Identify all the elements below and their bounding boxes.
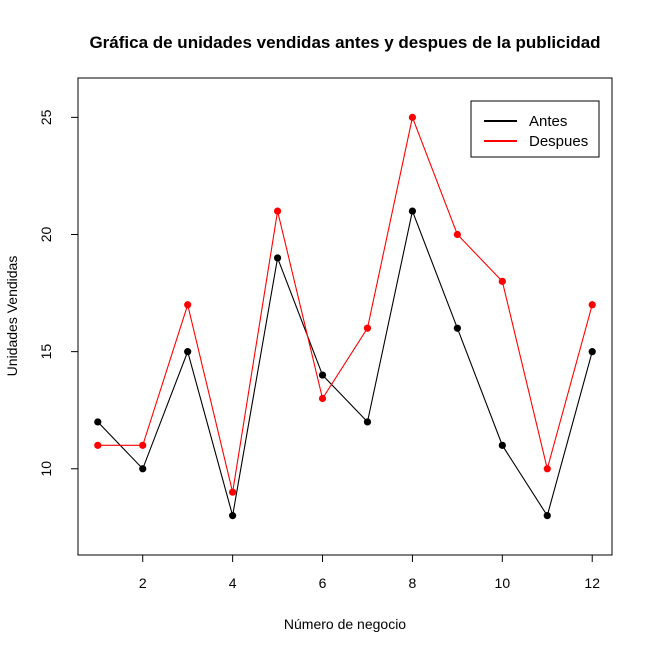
data-point xyxy=(139,441,147,449)
series-antes xyxy=(94,207,596,520)
y-axis: 10 15 20 25 xyxy=(38,109,78,477)
data-point xyxy=(184,348,192,356)
plot-frame xyxy=(77,77,613,556)
x-tick-label: 12 xyxy=(584,575,600,591)
data-point xyxy=(588,348,596,356)
legend-label: Antes xyxy=(529,113,567,130)
data-point xyxy=(94,418,102,426)
series-despues xyxy=(94,113,596,496)
data-point xyxy=(94,441,102,449)
x-tick-label: 6 xyxy=(319,575,327,591)
data-point xyxy=(453,230,461,239)
data-point xyxy=(229,488,237,496)
y-tick-label: 20 xyxy=(38,227,54,243)
data-point xyxy=(498,277,506,285)
data-point xyxy=(318,371,327,379)
y-tick-label: 25 xyxy=(38,109,54,125)
series-line xyxy=(97,115,593,493)
x-tick-label: 4 xyxy=(229,575,237,591)
data-point xyxy=(363,324,372,332)
y-tick-label: 10 xyxy=(38,461,54,477)
data-point xyxy=(543,512,551,520)
data-point xyxy=(453,324,461,332)
chart-title: Gráfica de unidades vendidas antes y des… xyxy=(89,33,600,52)
series-layer xyxy=(94,113,596,520)
data-point xyxy=(408,207,417,215)
legend-label: Despues xyxy=(529,133,588,150)
y-tick-label: 15 xyxy=(38,344,54,360)
data-point xyxy=(498,441,506,449)
data-point xyxy=(229,512,237,520)
data-point xyxy=(408,113,417,121)
data-point xyxy=(273,207,282,215)
data-point xyxy=(139,465,147,473)
data-point xyxy=(273,254,282,262)
data-point xyxy=(588,301,596,309)
y-axis-label: Unidades Vendidas xyxy=(4,256,20,377)
x-tick-label: 2 xyxy=(139,575,147,591)
x-axis: 2 4 6 8 10 12 xyxy=(139,555,600,591)
legend-box xyxy=(470,100,600,158)
x-axis-label: Número de negocio xyxy=(284,616,406,632)
data-point xyxy=(543,465,551,473)
data-point xyxy=(184,301,192,309)
x-tick-label: 8 xyxy=(409,575,417,591)
data-point xyxy=(318,394,327,403)
legend: Antes Despues xyxy=(470,100,600,158)
x-tick-label: 10 xyxy=(495,575,511,591)
series-line xyxy=(97,209,593,517)
data-point xyxy=(363,418,372,426)
